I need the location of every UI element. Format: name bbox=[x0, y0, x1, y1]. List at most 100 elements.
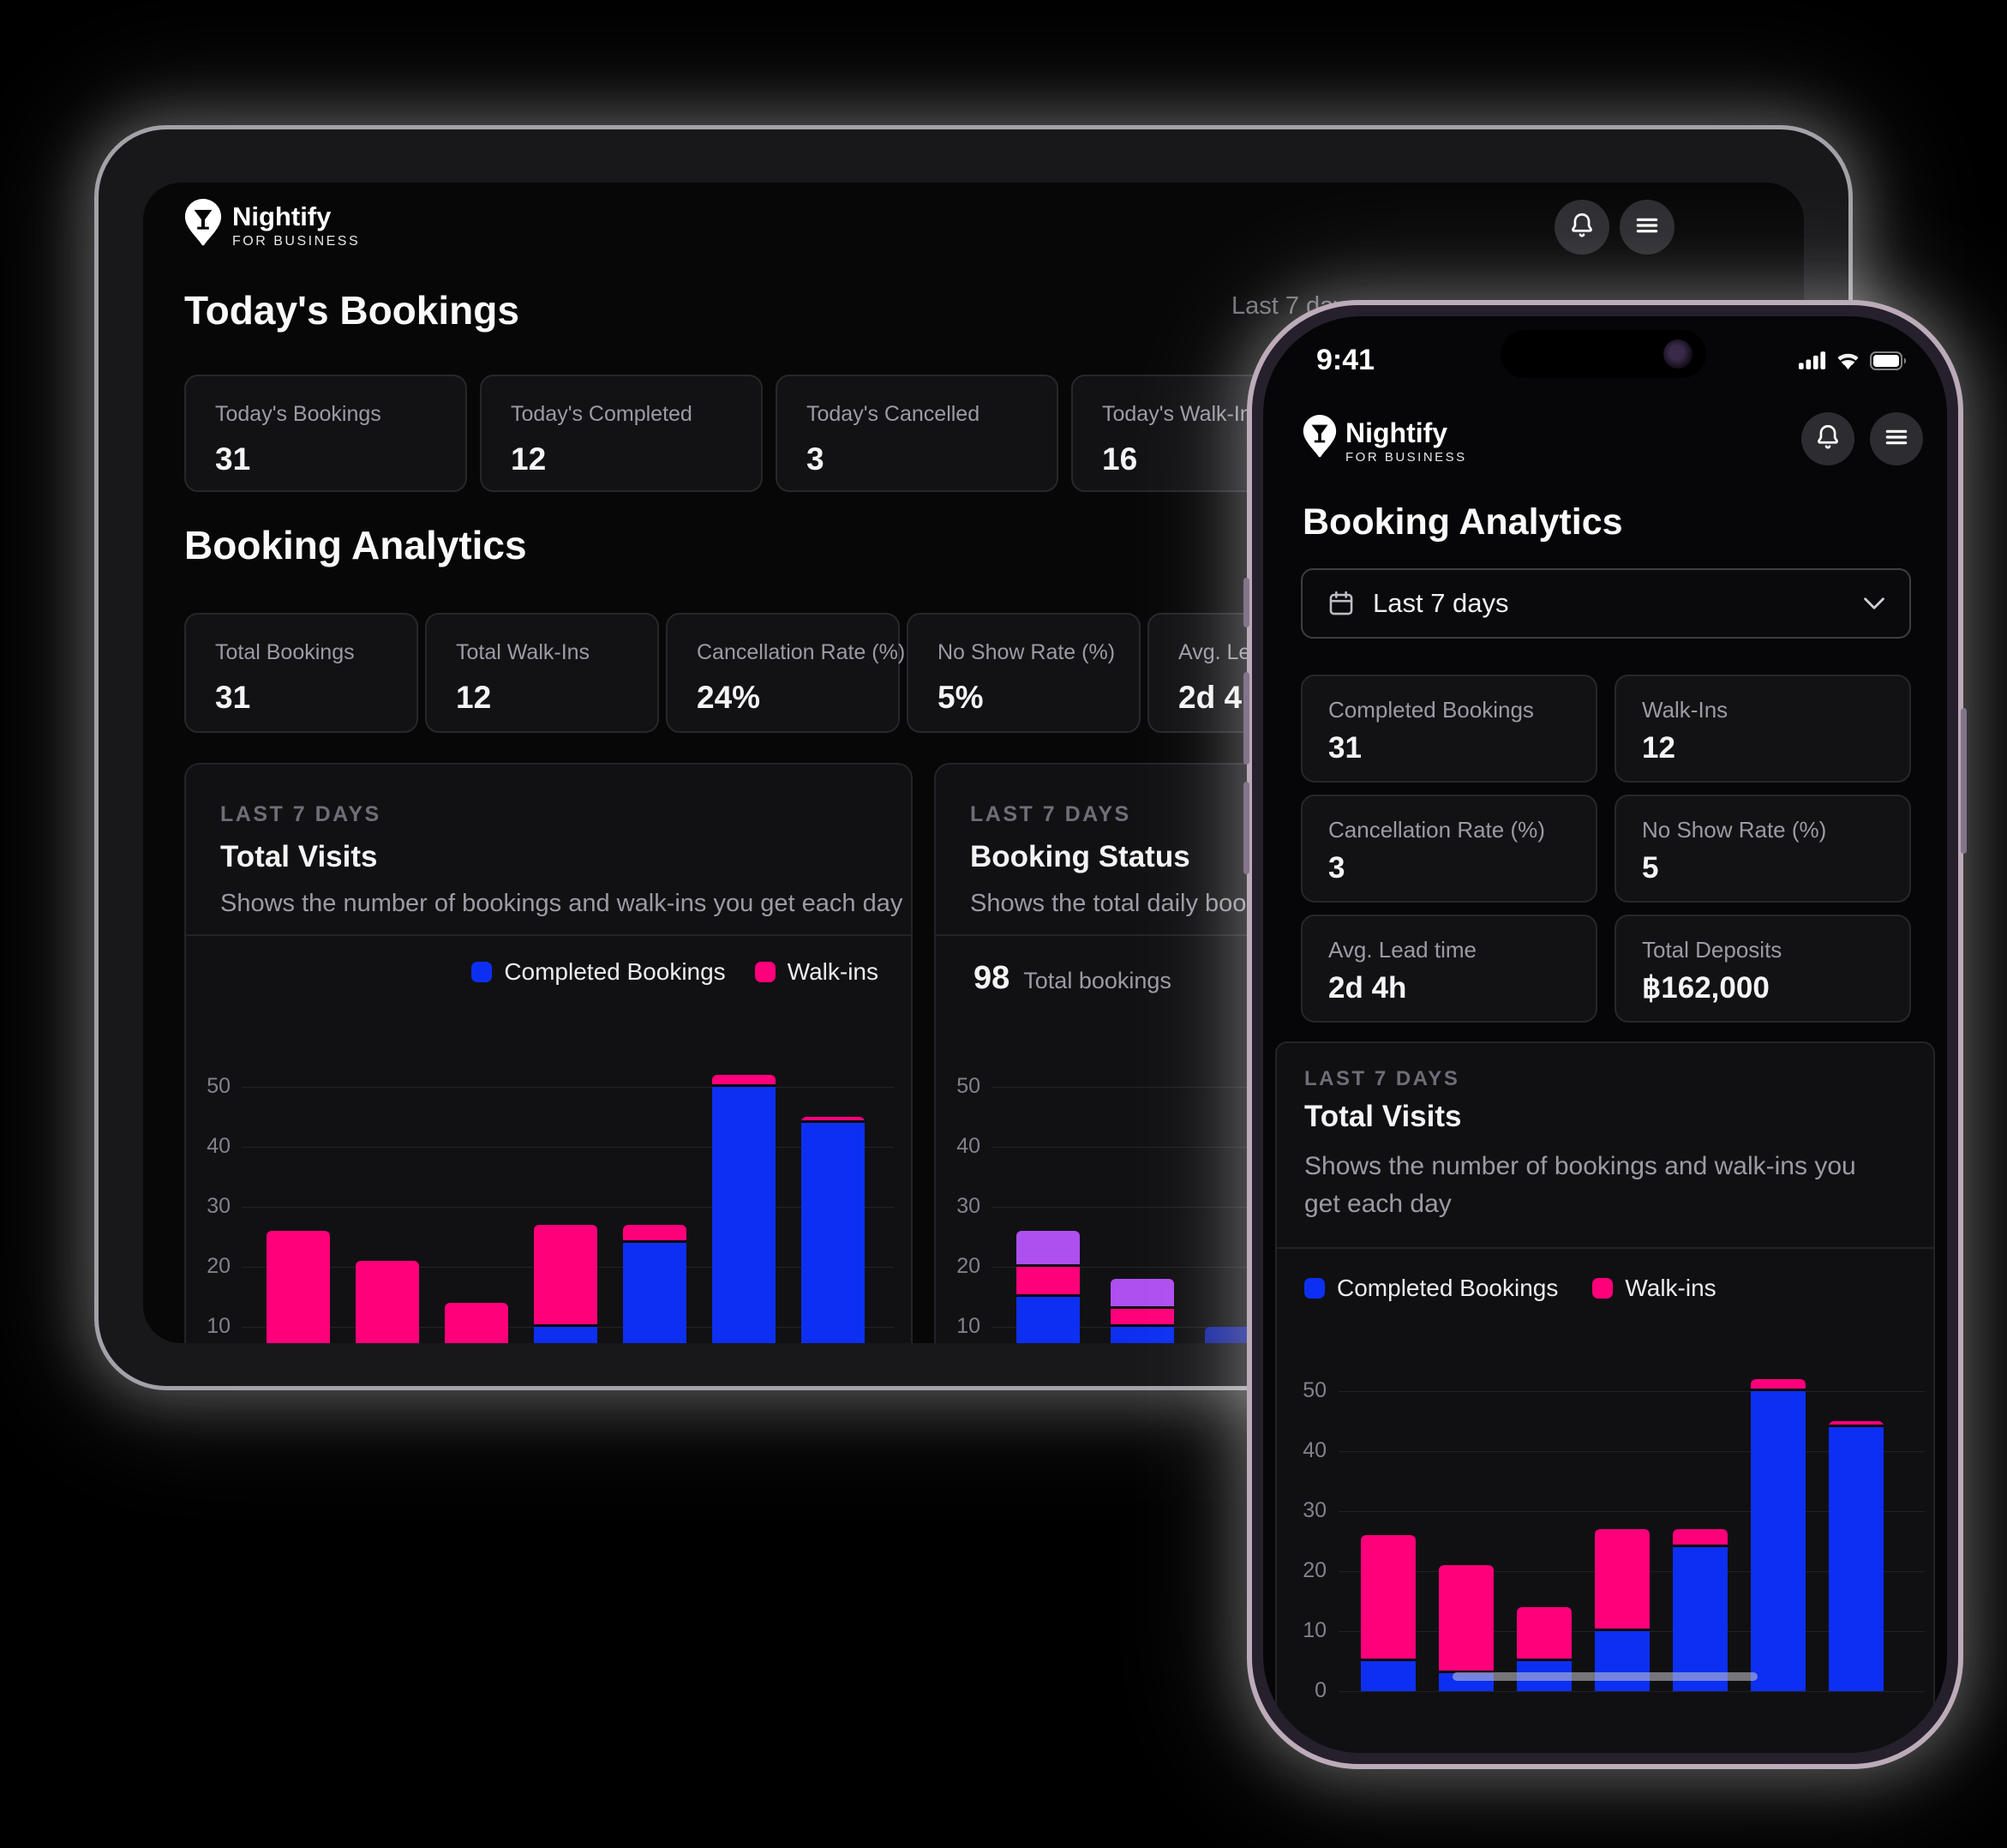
gridline bbox=[1339, 1451, 1925, 1452]
stat-card: Total Deposits ฿162,000 bbox=[1615, 915, 1911, 1023]
bell-icon bbox=[1813, 423, 1842, 456]
ytick-label: 10 bbox=[956, 1314, 980, 1338]
legend: Completed Bookings Walk-ins bbox=[1304, 1275, 1716, 1302]
total-bookings-label: Total bookings bbox=[1023, 968, 1171, 993]
volume-up-button[interactable] bbox=[1243, 672, 1249, 765]
todays-bookings-heading: Today's Bookings bbox=[184, 288, 519, 333]
bar-segment bbox=[712, 1075, 776, 1087]
brand-tagline: FOR BUSINESS bbox=[1345, 450, 1467, 465]
bar-segment bbox=[1673, 1547, 1728, 1691]
ytick-label: 50 bbox=[1303, 1378, 1327, 1402]
power-button[interactable] bbox=[1961, 708, 1967, 854]
stat-value: 31 bbox=[215, 680, 251, 715]
hamburger-icon bbox=[1883, 423, 1910, 455]
stat-value: 5% bbox=[938, 680, 984, 715]
ytick-label: 0 bbox=[1315, 1678, 1327, 1702]
panel-title: Total Visits bbox=[220, 840, 378, 873]
stat-card: Avg. Lead time 2d 4h bbox=[1301, 915, 1597, 1023]
bar-segment bbox=[445, 1303, 508, 1343]
gridline bbox=[1339, 1511, 1925, 1512]
stat-card: Cancellation Rate (%) 24% bbox=[666, 613, 905, 733]
total-visits-chart: 0 10 20 30 40 50 bbox=[1289, 1348, 1925, 1717]
mute-switch[interactable] bbox=[1243, 578, 1249, 627]
ytick-label: 30 bbox=[1303, 1498, 1327, 1522]
status-icons bbox=[1799, 351, 1908, 375]
panel-title: Total Visits bbox=[1304, 1100, 1462, 1133]
notifications-button[interactable] bbox=[1801, 412, 1854, 465]
stat-card: Completed Bookings 31 bbox=[1301, 675, 1597, 783]
bar-segment bbox=[1829, 1427, 1884, 1691]
stat-label: Walk-Ins bbox=[1642, 697, 1728, 723]
panel-description: Shows the number of bookings and walk-in… bbox=[220, 890, 903, 917]
brand-tagline: FOR BUSINESS bbox=[232, 234, 361, 249]
bar-segment bbox=[267, 1231, 330, 1343]
bar-segment bbox=[1361, 1535, 1416, 1661]
stat-value: 24% bbox=[697, 680, 761, 715]
ytick-label: 10 bbox=[1303, 1618, 1327, 1642]
bar-segment bbox=[801, 1123, 865, 1343]
ytick-label: 50 bbox=[207, 1074, 231, 1098]
notifications-button[interactable] bbox=[1555, 200, 1609, 255]
brand-name: Nightify bbox=[1345, 417, 1448, 448]
stat-label: Today's Completed bbox=[511, 402, 692, 426]
bar-segment bbox=[1361, 1661, 1416, 1691]
ytick-label: 50 bbox=[956, 1074, 980, 1098]
stat-label: Today's Cancelled bbox=[806, 402, 980, 426]
period-dropdown-value: Last 7 days bbox=[1373, 588, 1509, 618]
panel-divider bbox=[186, 934, 911, 936]
legend-label: Completed Bookings bbox=[1337, 1275, 1559, 1301]
gridline bbox=[243, 1087, 894, 1088]
total-visits-panel: LAST 7 DAYS Total Visits Shows the numbe… bbox=[184, 763, 913, 1343]
bar-segment bbox=[623, 1225, 686, 1243]
ytick-label: 30 bbox=[956, 1194, 980, 1218]
legend-item: Walk-ins bbox=[1592, 1275, 1716, 1302]
volume-down-button[interactable] bbox=[1243, 782, 1249, 874]
legend-item: Completed Bookings bbox=[1304, 1275, 1558, 1302]
bar-segment bbox=[712, 1087, 776, 1343]
total-bookings-stat: 98 Total bookings bbox=[974, 960, 1171, 997]
ytick-label: 20 bbox=[956, 1254, 980, 1278]
stat-value: 12 bbox=[456, 680, 492, 715]
stat-label: Total Bookings bbox=[215, 640, 355, 664]
menu-button[interactable] bbox=[1620, 200, 1674, 255]
bar-segment bbox=[1595, 1631, 1650, 1691]
hamburger-icon bbox=[1633, 212, 1661, 243]
stat-value: ฿162,000 bbox=[1642, 971, 1770, 1005]
bar-segment bbox=[534, 1225, 597, 1327]
legend-chip bbox=[1304, 1278, 1325, 1299]
menu-button[interactable] bbox=[1870, 412, 1923, 465]
nightify-logo-icon bbox=[184, 198, 222, 247]
legend: Completed Bookings Walk-ins bbox=[471, 958, 878, 986]
period-dropdown[interactable]: Last 7 days bbox=[1301, 568, 1911, 639]
stat-label: Cancellation Rate (%) bbox=[697, 640, 906, 664]
stat-label: Completed Bookings bbox=[1328, 697, 1534, 723]
stat-card: Cancellation Rate (%) 3 bbox=[1301, 795, 1597, 903]
bar-segment bbox=[534, 1327, 597, 1343]
ytick-label: 10 bbox=[207, 1314, 231, 1338]
booking-analytics-heading: Booking Analytics bbox=[1303, 501, 1623, 543]
stat-label: Avg. Lead time bbox=[1328, 937, 1477, 963]
total-bookings-value: 98 bbox=[974, 960, 1010, 996]
ytick-label: 30 bbox=[207, 1194, 231, 1218]
panel-subtitle: LAST 7 DAYS bbox=[220, 802, 381, 826]
ytick-label: 20 bbox=[1303, 1558, 1327, 1582]
stat-value: 2d 4h bbox=[1328, 971, 1407, 1005]
nightify-logo-icon bbox=[1303, 414, 1337, 459]
bar-segment bbox=[1016, 1267, 1080, 1297]
home-indicator[interactable] bbox=[1453, 1672, 1758, 1681]
stat-value: 3 bbox=[1328, 851, 1345, 885]
brand-name: Nightify bbox=[232, 201, 332, 231]
bar-segment bbox=[1517, 1607, 1572, 1661]
ytick-label: 40 bbox=[956, 1134, 980, 1158]
legend-label: Walk-ins bbox=[787, 958, 878, 985]
stat-value: 3 bbox=[806, 441, 824, 477]
bar-segment bbox=[1595, 1529, 1650, 1631]
dynamic-island bbox=[1501, 330, 1706, 378]
panel-title: Booking Status bbox=[970, 840, 1190, 873]
legend-item: Walk-ins bbox=[754, 958, 878, 986]
calendar-icon bbox=[1327, 589, 1356, 618]
wifi-icon bbox=[1835, 351, 1861, 375]
bar-segment bbox=[1751, 1391, 1806, 1691]
stat-label: Cancellation Rate (%) bbox=[1328, 817, 1545, 843]
